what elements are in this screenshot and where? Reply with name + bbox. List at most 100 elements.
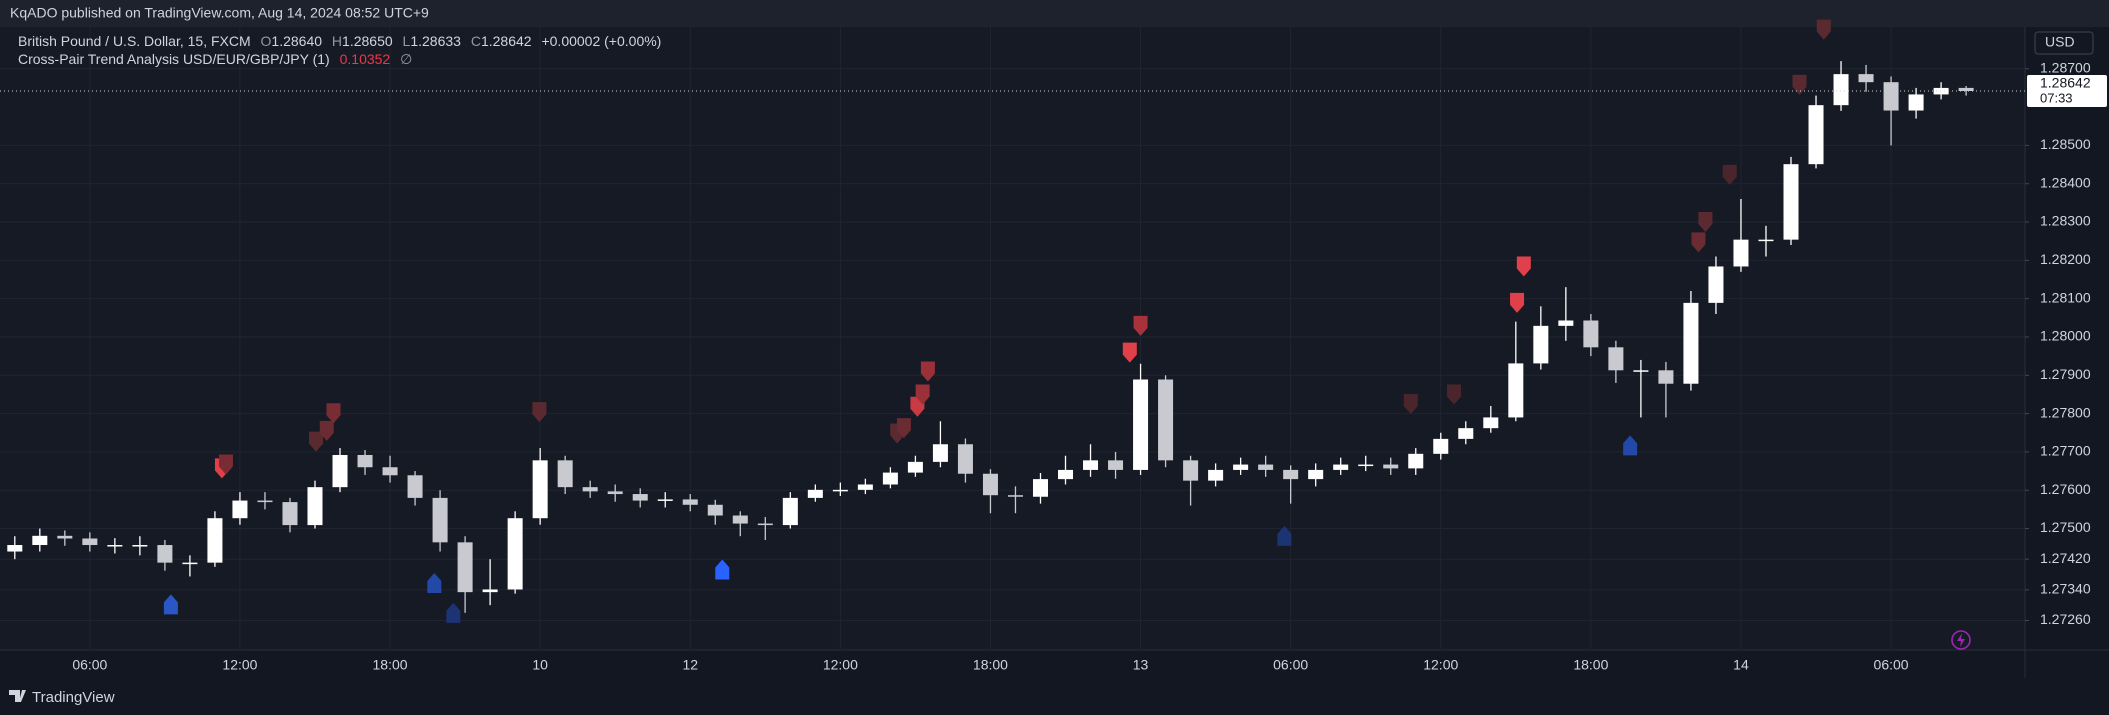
candle-body — [1783, 164, 1799, 240]
candle-body — [407, 475, 423, 498]
lightning-circle[interactable] — [1951, 630, 1971, 650]
candle-body — [1758, 239, 1774, 242]
candle-body — [1608, 347, 1624, 371]
signal-down — [920, 361, 935, 382]
candle-body — [607, 491, 623, 495]
candle-body — [132, 545, 148, 547]
candle-body — [432, 497, 448, 543]
y-tick-label: 1.28300 — [2040, 213, 2091, 229]
candle-body — [807, 489, 823, 498]
candle-body — [1508, 363, 1524, 418]
y-tick-label: 1.28700 — [2040, 59, 2091, 75]
y-tick-label: 1.27260 — [2040, 611, 2091, 627]
currency-box[interactable] — [2034, 31, 2094, 55]
candle-body — [1733, 239, 1749, 267]
signal-up — [163, 594, 178, 615]
y-tick-label: 1.27340 — [2040, 581, 2091, 597]
y-tick-label: 1.27800 — [2040, 404, 2091, 420]
candle-body — [1633, 370, 1649, 372]
lightning-bolt[interactable] — [1957, 633, 1965, 647]
candle-body — [857, 484, 873, 490]
legend-line: British Pound / U.S. Dollar, 15, FXCM O1… — [18, 33, 661, 49]
candle-body — [1533, 325, 1549, 364]
candles — [7, 61, 1974, 613]
y-tick-label: 1.28500 — [2040, 136, 2091, 152]
lightning-icon[interactable] — [1951, 630, 1971, 650]
candle-body — [1483, 417, 1499, 429]
signal-down — [1792, 74, 1807, 95]
candle-body — [1308, 469, 1324, 480]
candle-body — [507, 518, 523, 590]
candle-body — [532, 460, 548, 519]
candle-body — [557, 460, 573, 488]
x-tick-label: 06:00 — [1273, 657, 1308, 673]
indicator-name: Cross-Pair Trend Analysis USD/EUR/GBP/JP… — [18, 51, 330, 67]
signal-down — [1691, 232, 1706, 253]
candle-body — [707, 504, 723, 516]
x-tick-label: 13 — [1133, 657, 1149, 673]
candle-body — [1583, 320, 1599, 348]
y-tick-label: 1.27500 — [2040, 519, 2091, 535]
candle-body — [32, 535, 48, 546]
y-tick-label: 1.28100 — [2040, 289, 2091, 305]
candle-body — [1408, 453, 1424, 469]
open-value: 1.28640 — [271, 33, 322, 49]
y-tick-label: 1.27420 — [2040, 550, 2091, 566]
candle-body — [1683, 302, 1699, 384]
currency[interactable]: USD — [2045, 34, 2075, 50]
x-tick-label: 12:00 — [1423, 657, 1458, 673]
signal-down — [1698, 212, 1713, 233]
candle-body — [207, 518, 223, 563]
candle-body — [1908, 94, 1924, 111]
x-tick-label: 18:00 — [1573, 657, 1608, 673]
indicator-value: 0.10352 — [340, 51, 391, 67]
candle-body — [1958, 87, 1974, 91]
y-tick-label: 1.27600 — [2040, 481, 2091, 497]
grid — [0, 27, 2025, 650]
signal-down — [308, 431, 323, 452]
candle-body — [1858, 74, 1874, 83]
x-tick-label: 12 — [682, 657, 698, 673]
change: +0.00002 (+0.00%) — [541, 33, 661, 49]
x-tick-label: 14 — [1733, 657, 1749, 673]
signal-down — [1122, 342, 1137, 363]
signal-down — [1447, 384, 1462, 405]
x-tick-label: 06:00 — [1874, 657, 1909, 673]
candle-body — [732, 515, 748, 524]
signal-down — [1516, 256, 1531, 277]
candle-body — [1133, 379, 1149, 470]
candle-body — [1208, 469, 1224, 481]
x-tick-label: 12:00 — [823, 657, 858, 673]
low-value: 1.28633 — [410, 33, 461, 49]
y-tick-label: 1.28000 — [2040, 328, 2091, 344]
candle-body — [1658, 370, 1674, 384]
last-price-box — [2027, 74, 2107, 107]
candle-body — [1383, 464, 1399, 469]
candle-body — [1183, 460, 1199, 481]
candle-body — [907, 461, 923, 473]
candle-body — [1108, 460, 1124, 470]
candle-body — [1283, 469, 1299, 480]
candle-body — [7, 545, 23, 552]
signal-down — [326, 403, 341, 424]
candle-body — [932, 444, 948, 462]
candle-body — [1808, 105, 1824, 165]
indicator-line: Cross-Pair Trend Analysis USD/EUR/GBP/JP… — [18, 51, 412, 67]
signal-down — [319, 420, 334, 441]
signal-up — [446, 602, 461, 623]
candle-body — [832, 489, 848, 492]
candle-body — [1433, 438, 1449, 454]
close-value: 1.28642 — [481, 33, 532, 49]
candle-body — [982, 473, 998, 496]
signal-down — [532, 402, 547, 423]
candle-body — [357, 454, 373, 468]
candle-body — [632, 494, 648, 501]
close-label: C — [471, 33, 481, 49]
candle-body — [1458, 428, 1474, 439]
signal-down — [1133, 315, 1148, 336]
candle-body — [107, 545, 123, 547]
signal-down — [1816, 19, 1831, 40]
candle-body — [232, 500, 248, 519]
candle-body — [457, 542, 473, 593]
low-label: L — [403, 33, 411, 49]
